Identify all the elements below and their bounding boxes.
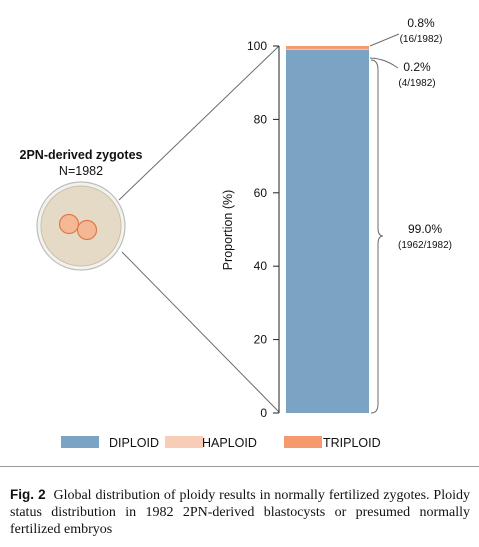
legend: DIPLOID HAPLOID TRIPLOID [61, 436, 381, 450]
haploid-leader-line [369, 57, 399, 69]
triploid-count: (16/1982) [400, 34, 443, 45]
y-axis-label: Proportion (%) [221, 190, 235, 271]
triploid-percent: 0.8% [407, 16, 435, 30]
y-tick-label: 0 [260, 406, 267, 420]
y-tick-label: 20 [254, 333, 268, 347]
y-tick-label: 60 [254, 186, 268, 200]
bar-diploid [286, 49, 369, 414]
figure-caption-text: Global distribution of ploidy results in… [10, 488, 470, 537]
y-tick-label: 40 [254, 259, 268, 273]
haploid-annotation: 0.2% (4/1982) [398, 60, 435, 89]
zygote-illustration: 2PN-derived zygotes N=1982 [20, 148, 143, 271]
bar-haploid [286, 48, 369, 50]
legend-swatch-triploid [284, 436, 322, 448]
pronucleus-1 [58, 213, 80, 235]
diploid-annotation: 99.0% (1962/1982) [398, 222, 452, 251]
pronucleus-2 [76, 219, 98, 241]
figure-caption: Fig. 2 Global distribution of ploidy res… [10, 486, 470, 538]
connector-line-top [118, 45, 280, 201]
stacked-bar [286, 46, 369, 414]
caption-divider [0, 466, 479, 467]
diploid-count: (1962/1982) [398, 240, 452, 251]
legend-label-haploid: HAPLOID [202, 436, 257, 450]
diploid-brace [370, 59, 384, 414]
triploid-annotation: 0.8% (16/1982) [400, 16, 443, 45]
figure-label: Fig. 2 [10, 487, 46, 502]
y-tick-label: 100 [247, 39, 267, 53]
ploidy-chart: 2PN-derived zygotes N=1982 020406080100 … [20, 16, 452, 450]
zygote-count: N=1982 [59, 164, 103, 178]
y-axis: 0 20 40 60 80 100 [247, 39, 280, 420]
y-tick-label: 80 [254, 112, 268, 126]
bar-triploid [286, 46, 369, 49]
legend-swatch-haploid [165, 436, 203, 448]
haploid-percent: 0.2% [403, 60, 431, 74]
triploid-leader-line [369, 33, 400, 47]
connector-line-bottom [121, 251, 280, 413]
legend-swatch-diploid [61, 436, 99, 448]
legend-label-diploid: DIPLOID [109, 436, 159, 450]
haploid-count: (4/1982) [398, 78, 435, 89]
zygote-title: 2PN-derived zygotes [20, 148, 143, 162]
diploid-percent: 99.0% [408, 222, 442, 236]
legend-label-triploid: TRIPLOID [323, 436, 381, 450]
